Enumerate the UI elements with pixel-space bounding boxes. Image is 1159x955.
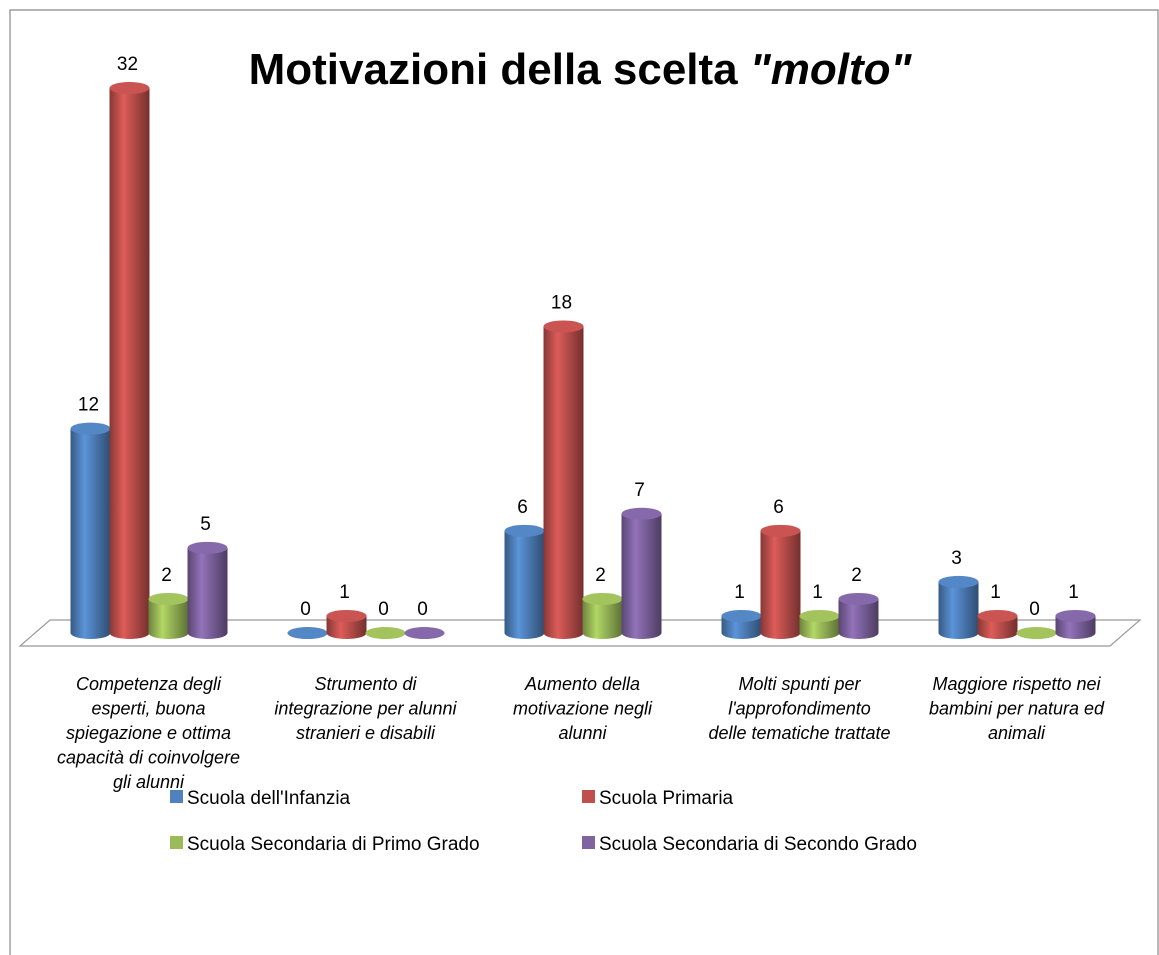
data-label: 1 <box>812 582 823 603</box>
bar <box>543 320 584 639</box>
legend-label: Scuola dell'Infanzia <box>187 788 351 809</box>
bar-top <box>838 592 879 605</box>
bar-body <box>109 88 150 639</box>
bar-top <box>504 524 545 537</box>
bar-top <box>365 627 406 639</box>
bar-top <box>287 627 328 639</box>
bar-body <box>70 428 111 639</box>
bar <box>326 609 367 639</box>
bar-body <box>504 530 545 639</box>
bar-top <box>187 541 228 554</box>
legend-label: Scuola Secondaria di Secondo Grado <box>599 834 917 855</box>
bar-body <box>187 547 228 639</box>
bar-top <box>721 609 762 622</box>
bar-top <box>621 507 662 520</box>
bar <box>977 609 1018 639</box>
data-label: 1 <box>339 582 350 603</box>
data-label: 1 <box>1068 582 1079 603</box>
bar-body <box>977 615 1018 639</box>
data-label: 6 <box>517 497 528 518</box>
bar-body <box>326 615 367 639</box>
bar-top <box>543 320 584 333</box>
bar <box>404 627 445 639</box>
data-label: 3 <box>951 548 962 569</box>
x-tick-label: Strumento di integrazione per alunni stran… <box>274 674 457 743</box>
data-label: 0 <box>300 599 311 620</box>
legend-swatch <box>582 790 595 803</box>
data-label: 2 <box>851 565 862 586</box>
data-label: 7 <box>634 480 645 501</box>
bar <box>504 524 545 639</box>
bar <box>582 592 623 639</box>
data-label: 1 <box>734 582 745 603</box>
bar-body <box>582 598 623 639</box>
bar-top <box>977 609 1018 622</box>
x-tick-label: Competenza degli esperti, buona spiegazion… <box>57 674 240 792</box>
bar-body <box>148 598 189 639</box>
data-label: 0 <box>417 599 428 620</box>
bar <box>287 627 328 639</box>
x-tick-label: Aumento della motivazione negli alunni <box>513 674 653 743</box>
bar <box>148 592 189 639</box>
bar-top <box>326 609 367 622</box>
data-label: 0 <box>378 599 389 620</box>
bar-top <box>70 422 111 435</box>
legend-label: Scuola Primaria <box>599 788 734 809</box>
bar <box>187 541 228 639</box>
data-label: 1 <box>990 582 1001 603</box>
bar-body <box>1055 615 1096 639</box>
x-tick-label: Molti spunti per l'approfondimento delle t… <box>708 674 890 743</box>
bar-body <box>721 615 762 639</box>
bar-top <box>404 627 445 639</box>
bar <box>760 524 801 639</box>
data-label: 32 <box>117 54 138 75</box>
bar <box>365 627 406 639</box>
bar-body <box>543 326 584 639</box>
bar-top <box>760 524 801 537</box>
bar <box>838 592 879 639</box>
data-label: 6 <box>773 497 784 518</box>
bar-body <box>799 615 840 639</box>
bar-top <box>1055 609 1096 622</box>
legend-label: Scuola Secondaria di Primo Grado <box>187 834 480 855</box>
chart-title: Motivazioni della scelta "molto" <box>249 45 913 94</box>
bar-top <box>109 82 150 94</box>
data-label: 2 <box>161 565 172 586</box>
bar-top <box>1016 627 1057 639</box>
data-label: 18 <box>551 292 572 313</box>
data-label: 0 <box>1029 599 1040 620</box>
data-label: 5 <box>200 514 211 535</box>
data-label: 12 <box>78 395 99 416</box>
x-tick-label: Maggiore rispetto nei bambini per natura … <box>929 674 1105 743</box>
bar-body <box>760 530 801 639</box>
bar <box>721 609 762 639</box>
bar-body <box>621 513 662 639</box>
bar <box>1016 627 1057 639</box>
legend-swatch <box>170 836 183 849</box>
bar <box>621 507 662 639</box>
chart-frame <box>9 9 1159 955</box>
bar-top <box>582 592 623 605</box>
bar <box>938 575 979 639</box>
bar <box>109 82 150 639</box>
bar-body <box>938 581 979 639</box>
legend-swatch <box>582 836 595 849</box>
bar-body <box>838 598 879 639</box>
bar-top <box>938 575 979 588</box>
bar-top <box>148 592 189 605</box>
data-label: 2 <box>595 565 606 586</box>
legend-swatch <box>170 790 183 803</box>
bar <box>70 422 111 639</box>
bar <box>1055 609 1096 639</box>
bar-top <box>799 609 840 622</box>
bar <box>799 609 840 639</box>
